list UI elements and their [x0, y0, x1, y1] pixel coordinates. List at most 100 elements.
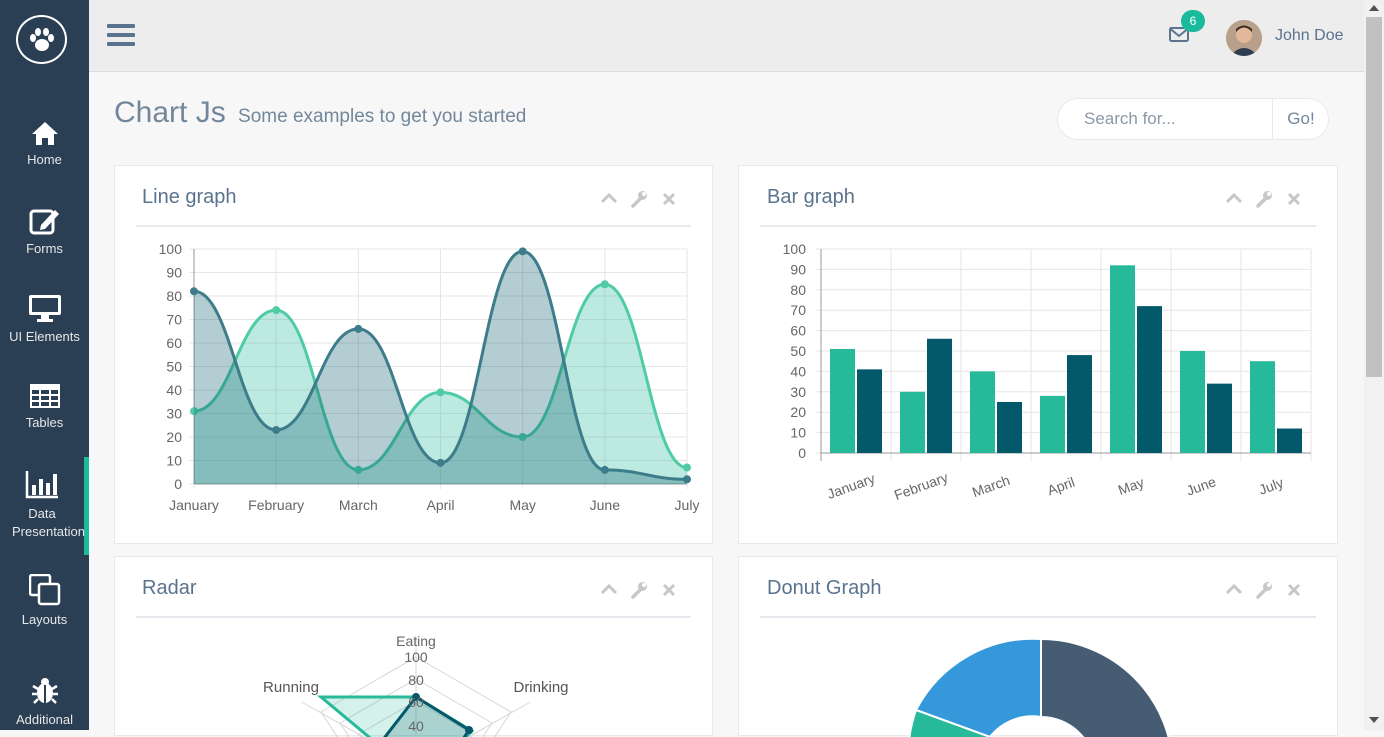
sidebar-item-label: Home	[27, 152, 62, 167]
close-button[interactable]	[660, 581, 678, 599]
y-tick-label: 50	[166, 359, 182, 375]
donut-panel: Donut Graph	[738, 556, 1338, 737]
search-go-button[interactable]: Go!	[1272, 99, 1329, 139]
y-tick-label: 10	[166, 453, 182, 469]
radar-axis-label: Drinking	[513, 679, 568, 696]
bar	[1137, 306, 1162, 453]
y-tick-label: 60	[790, 323, 806, 339]
x-tick-label: February	[248, 497, 304, 513]
y-tick-label: 40	[166, 382, 182, 398]
radar-tick-label: 100	[404, 649, 428, 665]
y-tick-label: 90	[166, 265, 182, 281]
sidebar: Home Forms UI Elements Tables Data Prese…	[0, 0, 89, 730]
collapse-button[interactable]	[1225, 581, 1243, 599]
scroll-down-icon[interactable]	[1369, 716, 1379, 724]
close-button[interactable]	[660, 190, 678, 208]
y-tick-label: 100	[159, 241, 183, 257]
collapse-button[interactable]	[600, 190, 618, 208]
close-button[interactable]	[1285, 190, 1303, 208]
sidebar-item-additional[interactable]: Additional	[0, 676, 89, 727]
x-tick-label: May	[509, 497, 535, 513]
y-tick-label: 30	[166, 406, 182, 422]
y-tick-label: 80	[790, 282, 806, 298]
y-tick-label: 70	[166, 312, 182, 328]
sidebar-item-label: Layouts	[21, 612, 68, 627]
bar	[1207, 383, 1232, 453]
x-tick-label: April	[426, 497, 454, 513]
sidebar-item-home[interactable]: Home	[0, 120, 89, 167]
collapse-button[interactable]	[600, 581, 618, 599]
sidebar-item-forms[interactable]: Forms	[0, 207, 89, 256]
close-icon	[662, 192, 676, 206]
wrench-icon	[631, 582, 647, 599]
edit-icon	[29, 209, 59, 235]
sidebar-item-data-presentation[interactable]: Data Presentation	[0, 457, 89, 555]
radar-panel: Radar Eating Drinking Running 100 80 60 …	[114, 556, 713, 737]
close-icon	[662, 583, 676, 597]
radar-tick-label: 80	[408, 672, 424, 688]
bar	[1040, 395, 1065, 453]
data-point	[600, 465, 609, 474]
y-tick-label: 20	[166, 429, 182, 445]
scrollbar-thumb[interactable]	[1366, 17, 1382, 377]
y-tick-label: 20	[790, 404, 806, 420]
table-icon	[29, 384, 60, 408]
data-point	[683, 475, 691, 484]
mail-count-badge: 6	[1181, 10, 1205, 32]
radar-axis-label: Eating	[396, 633, 436, 649]
sidebar-item-ui-elements[interactable]: UI Elements	[0, 293, 89, 344]
data-point	[190, 407, 198, 416]
site-logo[interactable]	[16, 15, 67, 64]
bar	[927, 338, 952, 453]
x-tick-label: January	[825, 470, 877, 502]
close-button[interactable]	[1285, 581, 1303, 599]
bug-icon	[31, 678, 58, 704]
sidebar-item-layouts[interactable]: Layouts	[0, 574, 89, 627]
settings-button[interactable]	[630, 190, 648, 208]
data-point	[354, 465, 363, 474]
data-point	[272, 425, 281, 434]
page-scrollbar[interactable]	[1364, 0, 1384, 730]
home-icon	[31, 122, 58, 145]
avatar[interactable]	[1226, 20, 1262, 56]
user-menu[interactable]: John Doe	[1275, 27, 1344, 44]
bar	[1180, 351, 1205, 453]
y-tick-label: 10	[790, 425, 806, 441]
sidebar-item-label: Forms	[26, 241, 63, 256]
user-avatar-image	[1226, 20, 1262, 56]
line-graph-panel: Line graph 0 10 20 30 40 50 60 70 80 90 100 January…	[114, 165, 713, 544]
search-input[interactable]	[1058, 99, 1272, 139]
top-nav: 6 John Doe	[89, 0, 1364, 72]
chevron-up-icon	[1225, 192, 1243, 204]
bar	[1110, 265, 1135, 453]
bar	[1250, 361, 1275, 453]
settings-button[interactable]	[1255, 581, 1273, 599]
sidebar-item-tables[interactable]: Tables	[0, 383, 89, 430]
page-title-text: Chart Js	[114, 96, 226, 129]
scroll-up-icon[interactable]	[1369, 4, 1379, 12]
desktop-icon	[28, 295, 61, 322]
hamburger-icon	[107, 24, 135, 28]
x-tick-label: May	[1116, 474, 1146, 498]
x-tick-label: February	[892, 469, 950, 503]
chevron-up-icon	[600, 583, 618, 595]
data-point	[436, 458, 445, 467]
data-point	[683, 463, 691, 472]
settings-button[interactable]	[630, 581, 648, 599]
sidebar-item-label: Data Presentation	[12, 506, 85, 539]
settings-button[interactable]	[1255, 190, 1273, 208]
data-point	[600, 280, 609, 289]
y-tick-label: 100	[783, 241, 807, 257]
x-tick-label: April	[1045, 474, 1077, 499]
collapse-button[interactable]	[1225, 190, 1243, 208]
close-icon	[1287, 192, 1301, 206]
bar	[970, 371, 995, 453]
data-point	[272, 306, 281, 315]
menu-toggle-button[interactable]	[107, 24, 135, 48]
bar	[1067, 355, 1092, 453]
chevron-up-icon	[600, 192, 618, 204]
panel-title: Line graph	[142, 186, 237, 208]
envelope-icon[interactable]	[1169, 26, 1189, 42]
line-chart: 0 10 20 30 40 50 60 70 80 90 100 January February Mar…	[159, 241, 700, 513]
line-series-area	[194, 251, 687, 484]
